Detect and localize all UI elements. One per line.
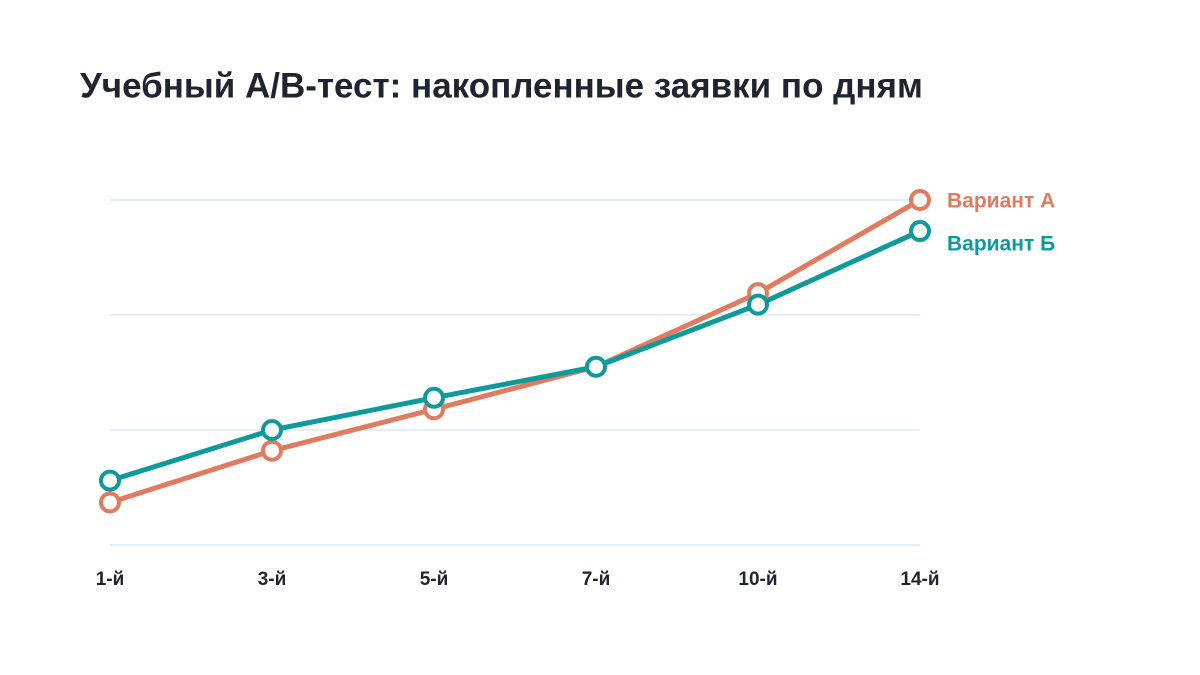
chart-title: Учебный A/B-тест: накопленные заявки по … <box>80 66 923 105</box>
data-point <box>909 189 931 211</box>
x-tick-label: 14-й <box>900 569 939 590</box>
series-line <box>109 228 922 483</box>
data-point <box>747 293 769 316</box>
data-point <box>261 419 283 441</box>
data-point <box>423 386 445 409</box>
legend-label: Вариант А <box>947 190 1055 213</box>
x-tick-label: 3-й <box>258 569 287 590</box>
data-point <box>261 439 283 462</box>
data-point <box>99 469 121 492</box>
x-tick-label: 10-й <box>738 569 777 590</box>
legend-label: Вариант Б <box>947 233 1055 256</box>
data-point <box>585 355 607 378</box>
data-point <box>99 491 121 514</box>
x-tick-label: 5-й <box>420 569 449 590</box>
x-tick-label: 1-й <box>96 569 125 590</box>
x-tick-label: 7-й <box>582 569 611 590</box>
series-line <box>109 197 922 505</box>
data-point <box>909 220 931 243</box>
